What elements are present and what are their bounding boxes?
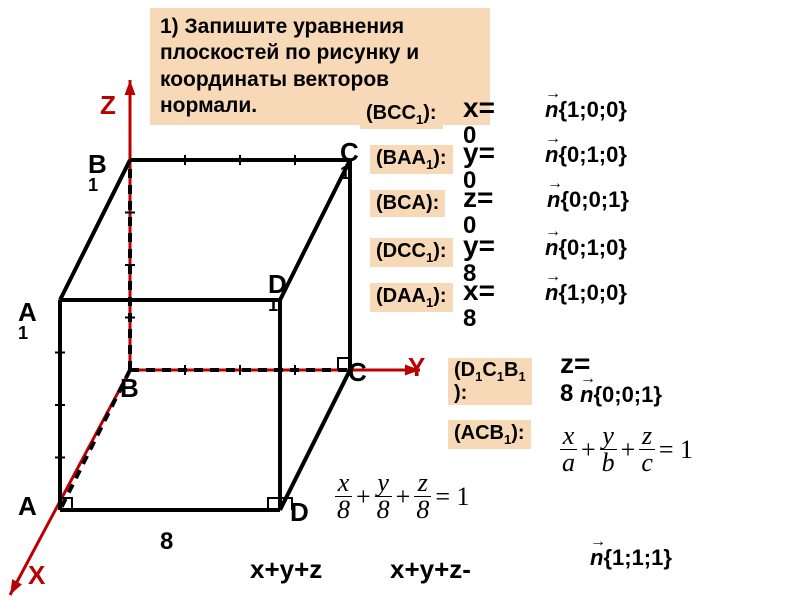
vertex-B: B [120, 376, 139, 401]
eq-intercept-abc: xa+yb+zc= 1 [560, 423, 697, 476]
eq-bcc1: x= [463, 92, 495, 124]
plane-baa1: (BAA1): [370, 145, 453, 174]
val-daa1: 8 [463, 305, 476, 333]
axis-label-x: X [28, 560, 45, 591]
vec-bca: n→{0;0;1} [547, 187, 629, 213]
vertex-A: A [18, 494, 37, 519]
plane-bcc1: (BCC1): [360, 100, 443, 129]
vec-d1c1b1: n→{0;0;1} [580, 382, 662, 408]
eq-intercept-8: x8+y8+z8= 1 [335, 470, 474, 523]
plane-dcc1: (DCC1): [370, 238, 453, 267]
eq-daa1: x= [463, 275, 495, 307]
vec-baa1: n→{0;1;0} [545, 142, 627, 168]
vec-dcc1: n→{0;1;0} [545, 235, 627, 261]
plane-acb1: (ACB1): [448, 420, 531, 449]
plane-daa1: (DAA1): [370, 283, 453, 312]
vertex-D: D [290, 500, 309, 525]
plane-bca: (BCA): [370, 190, 445, 217]
eq-baa1: y= [463, 137, 495, 169]
vertex-A1: A1 [18, 300, 37, 342]
vertex-C1: C1 [340, 140, 359, 182]
expr-xyz-2: x+y+z- [390, 554, 471, 585]
vec-111: n→{1;1;1} [590, 545, 672, 571]
expr-xyz-1: x+y+z [250, 554, 322, 585]
val-d1c1b1: 8 [560, 380, 573, 408]
vec-daa1: n→{1;0;0} [545, 280, 627, 306]
vertex-C: C [348, 360, 367, 385]
dimension-8: 8 [160, 528, 173, 556]
eq-bca: z= [463, 182, 493, 214]
axis-label-y: Y [408, 352, 425, 383]
vertex-B1: B1 [88, 152, 107, 194]
stage: { "task_text": "1) Запишите уравнения пл… [0, 0, 800, 600]
vertex-D1: D1 [268, 272, 287, 314]
vec-bcc1: n→{1;0;0} [545, 97, 627, 123]
axis-label-z: Z [100, 90, 116, 121]
eq-dcc1: y= [463, 230, 495, 262]
plane-d1c1b1: (D1C1B1): [448, 358, 532, 405]
